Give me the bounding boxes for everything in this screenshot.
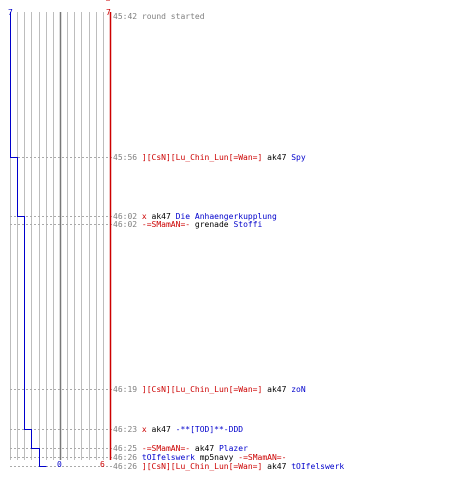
blue-score-end-label: 0 <box>57 460 62 469</box>
log-time: 45:56 <box>113 153 142 162</box>
log-segment: Plazer <box>218 444 248 453</box>
log-time: 45:42 <box>113 12 142 21</box>
log-time: 46:02 <box>113 212 142 221</box>
log-entry: 46:26 ][CsN][Lu_Chin_Lun[=Wan=] ak47 tOI… <box>113 462 344 471</box>
red-score-end-label: 6 <box>100 460 105 469</box>
log-time: 46:23 <box>113 425 142 434</box>
log-segment: x <box>141 212 147 221</box>
log-segment: -=SMamAN=- <box>141 220 191 229</box>
log-segment: ][CsN][Lu_Chin_Lun[=Wan=] <box>141 462 263 471</box>
log-segment: ak47 <box>262 153 292 162</box>
log-segment: -**[TOD]**-DDD <box>175 425 244 434</box>
log-entry: 46:25 -=SMamAN=- ak47 Plazer <box>113 444 248 453</box>
log-entry: 46:02 -=SMamAN=- grenade Stoffi <box>113 220 262 229</box>
log-time: 46:25 <box>113 444 142 453</box>
log-segment: ][CsN][Lu_Chin_Lun[=Wan=] <box>141 153 263 162</box>
log-segment: Die Anhaengerkupplung <box>175 212 277 221</box>
red-score-start-label: 7 <box>106 8 111 17</box>
blue-score-start-label: 7 <box>8 8 13 17</box>
log-time: 46:02 <box>113 220 142 229</box>
log-time: 46:26 <box>113 462 142 471</box>
log-segment: -=SMamAN=- <box>141 444 191 453</box>
log-entry: 46:26 tOIfelswerk mp5navy -=SMamAN=- <box>113 453 286 462</box>
blue-team-score-line <box>10 12 47 467</box>
log-segment: tOIfelswerk <box>141 453 195 462</box>
log-segment: grenade <box>190 220 234 229</box>
log-segment: x <box>141 425 147 434</box>
log-segment: ak47 <box>190 444 219 453</box>
log-time: 46:19 <box>113 385 142 394</box>
log-segment: zoN <box>291 385 306 394</box>
log-segment: tOIfelswerk <box>291 462 345 471</box>
log-segment: ak47 <box>146 212 176 221</box>
log-segment: ak47 <box>262 462 292 471</box>
log-segment: -=SMamAN=- <box>238 453 287 462</box>
log-segment: ak47 <box>262 385 292 394</box>
log-segment: mp5navy <box>194 453 239 462</box>
log-time: 46:26 <box>113 453 142 462</box>
log-segment: round started <box>141 12 205 21</box>
log-entry: 46:19 ][CsN][Lu_Chin_Lun[=Wan=] ak47 zoN <box>113 385 306 394</box>
log-entry: 45:56 ][CsN][Lu_Chin_Lun[=Wan=] ak47 Spy <box>113 153 306 162</box>
log-entry: 45:42 round started <box>113 12 205 21</box>
log-segment: ][CsN][Lu_Chin_Lun[=Wan=] <box>141 385 263 394</box>
log-segment: ak47 <box>146 425 176 434</box>
log-segment: Spy <box>291 153 306 162</box>
log-entry: 46:02 x ak47 Die Anhaengerkupplung <box>113 212 277 221</box>
log-segment: Stoffi <box>233 220 263 229</box>
log-entry: 46:23 x ak47 -**[TOD]**-DDD <box>113 425 243 434</box>
